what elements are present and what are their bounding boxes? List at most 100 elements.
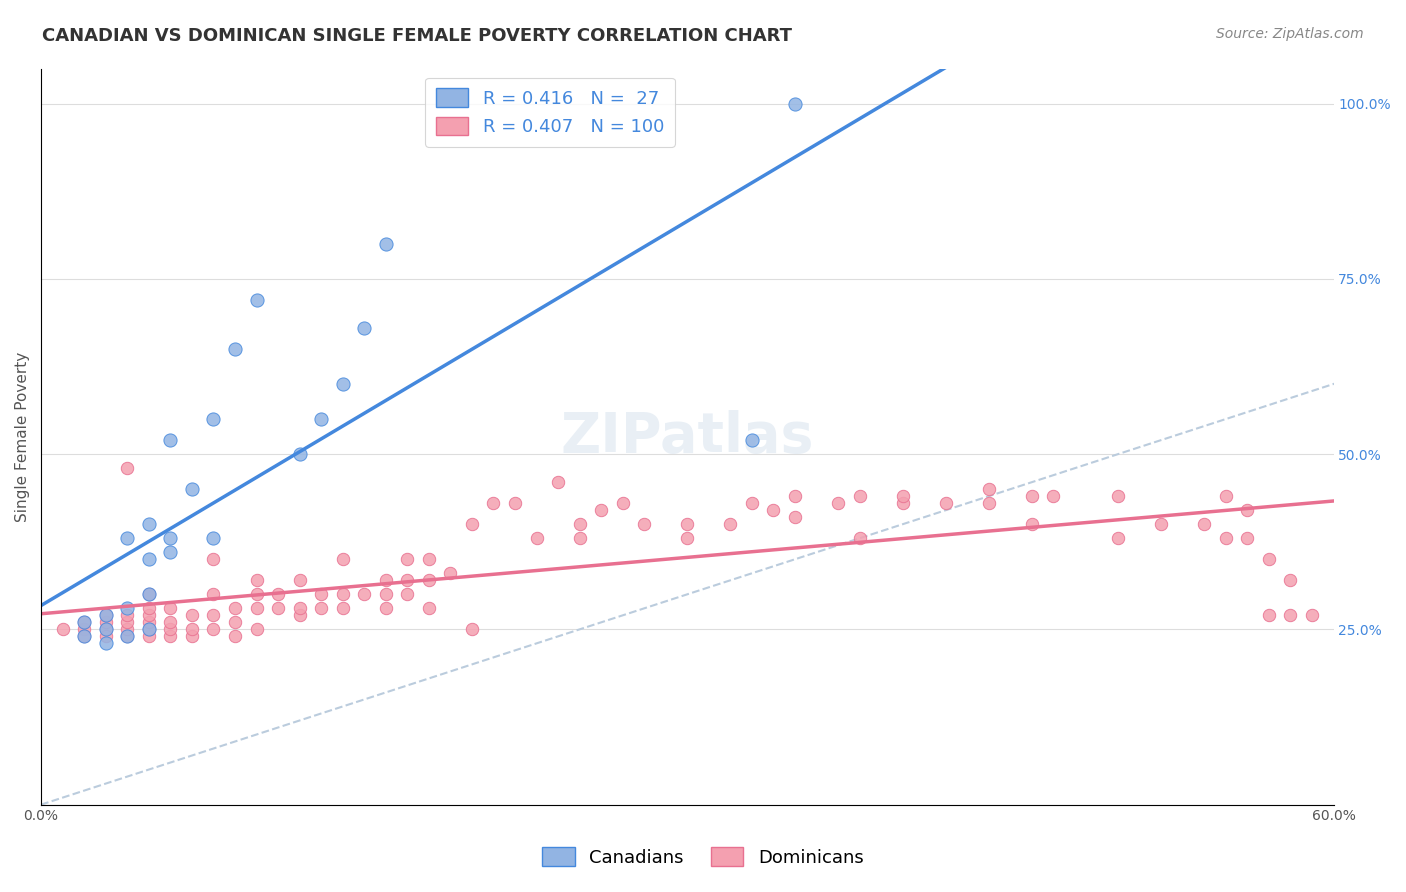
Point bbox=[633, 517, 655, 532]
Point bbox=[224, 615, 246, 630]
Point bbox=[73, 629, 96, 643]
Point bbox=[848, 531, 870, 545]
Point bbox=[332, 601, 354, 615]
Point bbox=[138, 587, 160, 601]
Point bbox=[418, 601, 440, 615]
Point bbox=[180, 629, 202, 643]
Point bbox=[332, 552, 354, 566]
Point bbox=[117, 608, 139, 623]
Point bbox=[848, 489, 870, 503]
Point bbox=[202, 412, 225, 426]
Point bbox=[1042, 489, 1064, 503]
Legend: R = 0.416   N =  27, R = 0.407   N = 100: R = 0.416 N = 27, R = 0.407 N = 100 bbox=[425, 78, 675, 147]
Point bbox=[332, 587, 354, 601]
Point bbox=[138, 517, 160, 532]
Point bbox=[1194, 517, 1216, 532]
Point bbox=[202, 531, 225, 545]
Point bbox=[1279, 608, 1302, 623]
Y-axis label: Single Female Poverty: Single Female Poverty bbox=[15, 351, 30, 522]
Point bbox=[138, 587, 160, 601]
Point bbox=[676, 517, 699, 532]
Point bbox=[309, 601, 332, 615]
Point bbox=[159, 545, 181, 559]
Point bbox=[1107, 489, 1129, 503]
Point bbox=[267, 601, 290, 615]
Point bbox=[1236, 503, 1258, 517]
Point bbox=[245, 623, 267, 637]
Point bbox=[1021, 489, 1043, 503]
Point bbox=[202, 608, 225, 623]
Point bbox=[94, 636, 117, 650]
Point bbox=[1215, 531, 1237, 545]
Point bbox=[591, 503, 613, 517]
Point bbox=[245, 293, 267, 307]
Point bbox=[202, 623, 225, 637]
Point bbox=[202, 587, 225, 601]
Point bbox=[461, 623, 484, 637]
Point bbox=[94, 608, 117, 623]
Point bbox=[482, 496, 505, 510]
Point bbox=[94, 623, 117, 637]
Point bbox=[288, 601, 311, 615]
Point bbox=[1236, 531, 1258, 545]
Point bbox=[245, 574, 267, 588]
Point bbox=[891, 496, 914, 510]
Point bbox=[741, 433, 763, 447]
Point bbox=[245, 601, 267, 615]
Point bbox=[159, 531, 181, 545]
Point bbox=[1107, 531, 1129, 545]
Legend: Canadians, Dominicans: Canadians, Dominicans bbox=[536, 840, 870, 874]
Point bbox=[117, 629, 139, 643]
Point bbox=[94, 629, 117, 643]
Point bbox=[159, 615, 181, 630]
Point bbox=[439, 566, 461, 581]
Point bbox=[1257, 552, 1279, 566]
Point bbox=[783, 489, 806, 503]
Point bbox=[396, 574, 419, 588]
Point bbox=[117, 615, 139, 630]
Point bbox=[418, 574, 440, 588]
Point bbox=[73, 629, 96, 643]
Point bbox=[224, 629, 246, 643]
Point bbox=[418, 552, 440, 566]
Point bbox=[73, 623, 96, 637]
Point bbox=[117, 531, 139, 545]
Point bbox=[94, 623, 117, 637]
Point bbox=[1279, 574, 1302, 588]
Point bbox=[117, 623, 139, 637]
Point bbox=[353, 321, 375, 335]
Text: CANADIAN VS DOMINICAN SINGLE FEMALE POVERTY CORRELATION CHART: CANADIAN VS DOMINICAN SINGLE FEMALE POVE… bbox=[42, 27, 792, 45]
Point bbox=[977, 482, 1000, 496]
Point bbox=[159, 629, 181, 643]
Point bbox=[676, 531, 699, 545]
Point bbox=[1215, 489, 1237, 503]
Point bbox=[1301, 608, 1323, 623]
Point bbox=[374, 574, 396, 588]
Point bbox=[1150, 517, 1173, 532]
Text: Source: ZipAtlas.com: Source: ZipAtlas.com bbox=[1216, 27, 1364, 41]
Point bbox=[138, 623, 160, 637]
Point bbox=[117, 629, 139, 643]
Point bbox=[1021, 517, 1043, 532]
Point bbox=[977, 496, 1000, 510]
Point bbox=[783, 510, 806, 524]
Point bbox=[180, 608, 202, 623]
Point bbox=[332, 376, 354, 391]
Point bbox=[547, 475, 569, 490]
Point bbox=[224, 601, 246, 615]
Point bbox=[741, 496, 763, 510]
Point bbox=[94, 615, 117, 630]
Point bbox=[288, 447, 311, 461]
Point bbox=[224, 342, 246, 356]
Point bbox=[309, 412, 332, 426]
Point bbox=[568, 517, 591, 532]
Point bbox=[73, 615, 96, 630]
Point bbox=[117, 461, 139, 475]
Point bbox=[180, 623, 202, 637]
Point bbox=[374, 236, 396, 251]
Point bbox=[94, 608, 117, 623]
Point bbox=[935, 496, 957, 510]
Point bbox=[288, 574, 311, 588]
Point bbox=[503, 496, 526, 510]
Point bbox=[353, 587, 375, 601]
